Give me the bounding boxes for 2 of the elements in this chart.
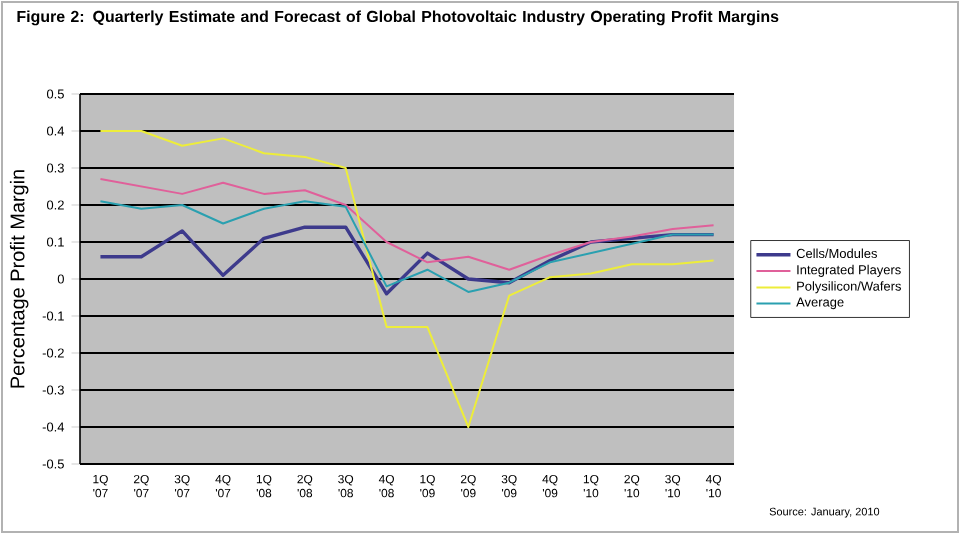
line-series <box>99 129 715 428</box>
y-axis-title: Percentage Profit Margin <box>9 170 29 388</box>
